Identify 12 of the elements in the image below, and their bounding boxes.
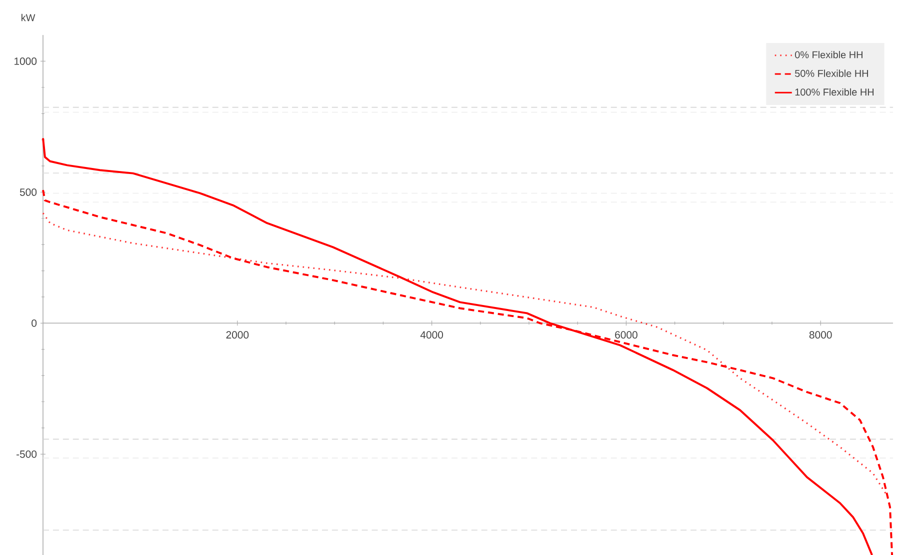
y-tick-label: 1000	[14, 57, 37, 65]
x-tick-label: 4000	[420, 331, 444, 339]
y-tick-label: 500	[20, 188, 37, 196]
x-tick-label: 6000	[615, 331, 638, 339]
y-tick-label: -500	[16, 450, 37, 458]
x-tick-label: 2000	[226, 331, 249, 339]
legend-label: 0% Flexible HH	[795, 50, 862, 58]
y-axis-title: kW	[22, 14, 36, 22]
x-tick-label: 8000	[809, 331, 832, 339]
y-tick-label: 0	[32, 319, 37, 327]
legend-label: 50% Flexible HH	[795, 70, 868, 77]
legend-label: 100% Flexible HH	[795, 88, 874, 96]
